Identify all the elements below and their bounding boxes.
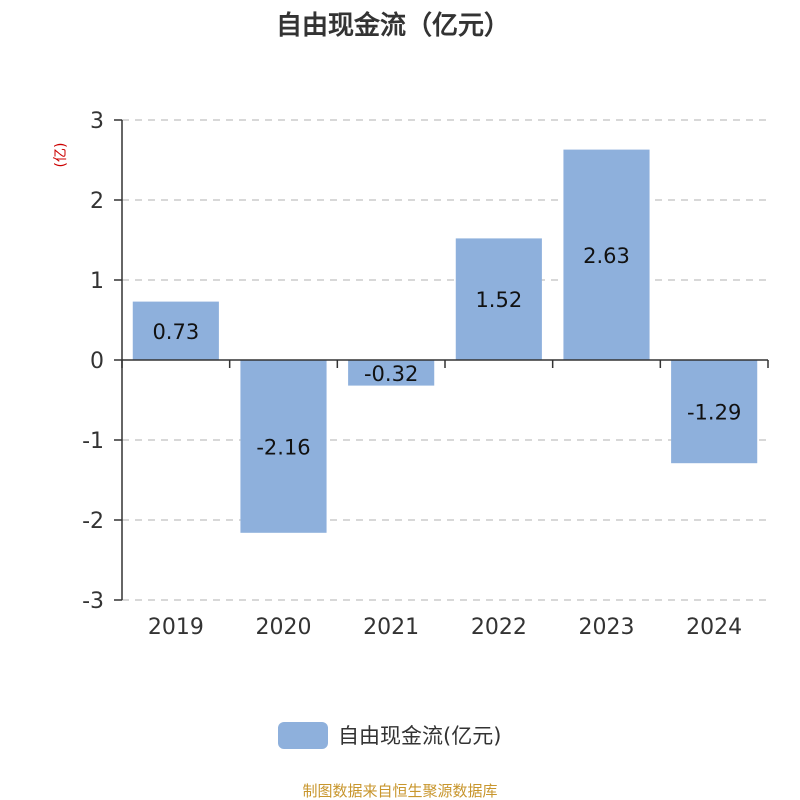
x-axis-tick-label-2022: 2022 <box>471 615 527 640</box>
bar-value-label-2022: 1.52 <box>475 288 522 312</box>
bar-value-label-2019: 0.73 <box>152 320 199 344</box>
bar-value-label-2020: -2.16 <box>256 435 310 459</box>
x-axis-tick-label-2024: 2024 <box>686 615 742 640</box>
x-axis-tick-labels: 2019 2020 2021 2022 2023 2024 <box>148 615 742 640</box>
bar-2024[interactable] <box>671 360 758 464</box>
source-note: 制图数据来自恒生聚源数据库 <box>302 782 497 800</box>
y-axis-tick-labels: 3 2 1 0 -1 -2 -3 <box>82 109 104 614</box>
x-axis-tick-label-2023: 2023 <box>579 615 635 640</box>
bar-value-labels: 0.73 -2.16 -0.32 1.52 2.63 -1.29 <box>152 244 741 460</box>
y-axis-tick-label: 0 <box>90 349 104 374</box>
y-axis-tick-label: 1 <box>90 269 104 294</box>
y-axis-tick-label: -3 <box>82 589 104 614</box>
chart-title: 自由现金流（亿元） <box>276 10 510 41</box>
axes <box>114 119 769 601</box>
bar-value-label-2021: -0.32 <box>364 362 418 386</box>
bar-2020[interactable] <box>240 360 327 533</box>
y-axis-tick-label: 2 <box>90 189 104 214</box>
bar-value-label-2024: -1.29 <box>687 401 741 425</box>
bars <box>132 149 758 533</box>
bar-2019[interactable] <box>132 301 219 360</box>
bar-2022[interactable] <box>455 238 542 360</box>
bar-value-label-2023: 2.63 <box>583 244 630 268</box>
legend-label[interactable]: 自由现金流(亿元) <box>338 724 501 748</box>
y-axis-tick-label: -2 <box>82 509 104 534</box>
legend-swatch[interactable] <box>278 722 328 749</box>
bar-2023[interactable] <box>563 149 650 360</box>
y-axis-tick-label: -1 <box>82 429 104 454</box>
y-axis-unit-label: (亿) <box>53 143 69 168</box>
gridlines <box>122 119 768 601</box>
x-axis-tick-label-2021: 2021 <box>363 615 419 640</box>
y-axis-tick-label: 3 <box>90 109 104 134</box>
legend[interactable]: 自由现金流(亿元) <box>278 722 501 749</box>
bar-2021[interactable] <box>348 360 435 386</box>
x-axis-tick-label-2019: 2019 <box>148 615 204 640</box>
x-axis-tick-label-2020: 2020 <box>256 615 312 640</box>
